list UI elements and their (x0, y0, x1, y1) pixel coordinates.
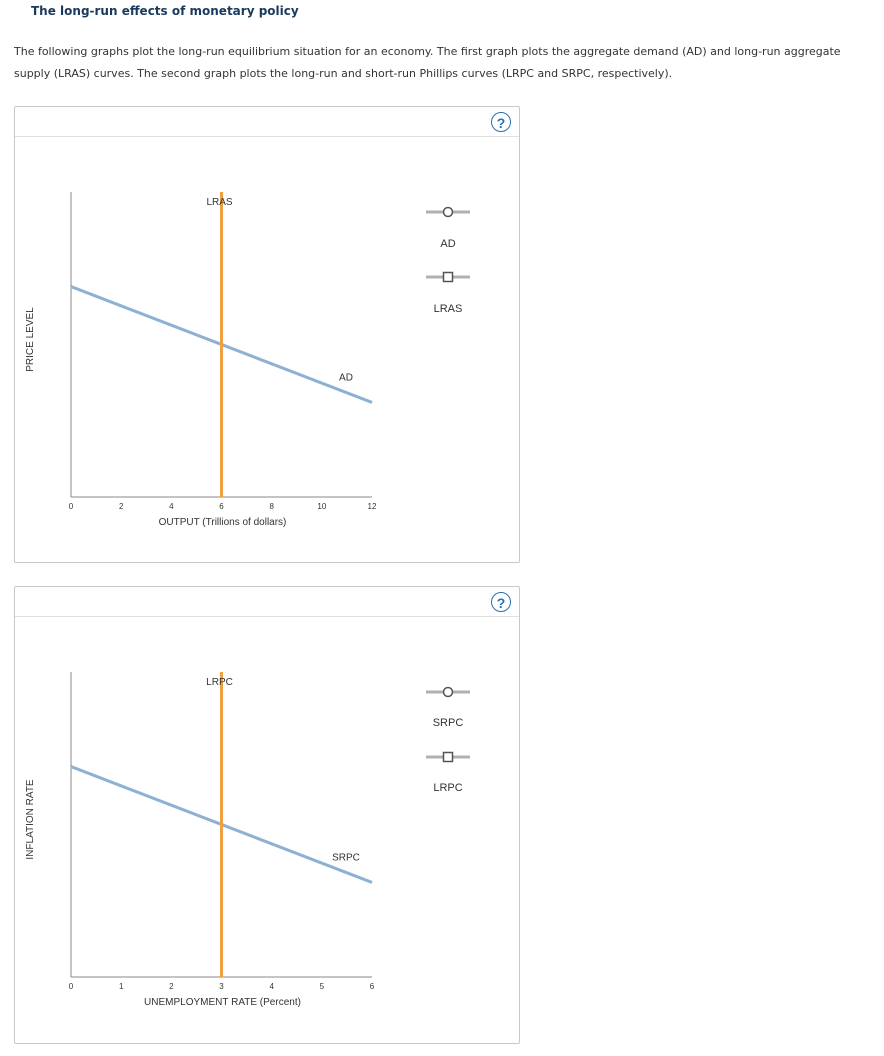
y-axis-title: PRICE LEVEL (25, 307, 36, 372)
help-icon[interactable]: ? (491, 112, 511, 132)
x-axis-title: UNEMPLOYMENT RATE (Percent) (144, 997, 301, 1008)
square-marker-icon (426, 271, 470, 283)
help-icon[interactable]: ? (491, 592, 511, 612)
panel-divider (15, 616, 519, 617)
x-tick-label: 1 (119, 982, 124, 991)
x-tick-label: 3 (219, 982, 224, 991)
x-tick-label: 12 (368, 502, 377, 511)
legend-square-marker (442, 271, 454, 283)
curve-label-srpc: SRPC (332, 852, 360, 863)
legend-lrpc-tool[interactable] (425, 749, 471, 763)
legend-lrpc-label: LRPC (433, 782, 463, 794)
curve-label-ad: AD (339, 372, 353, 383)
curve-label-lras: LRAS (206, 197, 232, 208)
x-tick-label: 10 (317, 502, 326, 511)
legend-ad-tool[interactable] (425, 204, 471, 218)
page-title: The long-run effects of monetary policy (31, 4, 299, 18)
x-tick-label: 6 (370, 982, 375, 991)
x-tick-label: 4 (169, 502, 174, 511)
x-tick-label: 8 (269, 502, 274, 511)
x-tick-label: 0 (69, 982, 74, 991)
circle-marker-icon (426, 686, 470, 698)
square-marker-icon (426, 751, 470, 763)
intro-text: The following graphs plot the long-run e… (14, 45, 841, 80)
y-axis-title: INFLATION RATE (25, 779, 36, 860)
x-tick-label: 6 (219, 502, 224, 511)
circle-marker-icon (426, 206, 470, 218)
legend-srpc-tool[interactable] (425, 684, 471, 698)
phillips-graph-panel: ? 0 1 2 3 4 5 6 UNEMPLOYMENT RATE (Percent) INFL… (14, 586, 520, 1044)
x-tick-label: 0 (69, 502, 74, 511)
legend-ad-label: AD (440, 238, 456, 250)
x-tick-label: 2 (169, 982, 174, 991)
legend-square-marker (442, 751, 454, 763)
legend-circle-marker (442, 206, 454, 218)
curve-label-lrpc: LRPC (206, 677, 233, 688)
x-tick-label: 4 (269, 982, 274, 991)
panel-divider (15, 136, 519, 137)
ad-lras-chart: 0 2 4 6 8 10 12 OUTPUT (Trillions of dollars) PR… (25, 192, 377, 528)
x-tick-label: 5 (320, 982, 325, 991)
phillips-chart: 0 1 2 3 4 5 6 UNEMPLOYMENT RATE (Percent) INFLAT… (25, 672, 375, 1008)
legend-circle-marker (442, 686, 454, 698)
legend-srpc-label: SRPC (432, 717, 464, 729)
legend-lras-tool[interactable] (425, 269, 471, 283)
x-tick-label: 2 (119, 502, 124, 511)
ad-lras-graph-panel: ? 0 2 4 6 8 10 12 OUTPUT (Trillions of dollars)… (14, 106, 520, 563)
legend-lras-label: LRAS (433, 303, 463, 315)
x-axis-title: OUTPUT (Trillions of dollars) (159, 517, 287, 528)
